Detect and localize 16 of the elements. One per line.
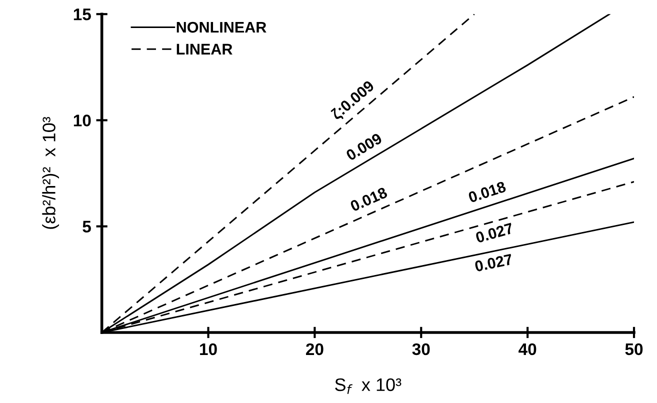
x-tick-label: 40 [518, 343, 536, 356]
x-axis-title: S$_{f}$ x 10³ [335, 378, 402, 394]
y-tick-label: 5 [82, 220, 91, 233]
annotation: 0.027 [475, 222, 514, 244]
x-tick-label: 10 [200, 343, 217, 356]
legend-label: LINEAR [176, 44, 232, 54]
y-axis-title: (εb²/h²)² x 10³ [42, 116, 59, 229]
y-tick-label: 10 [74, 114, 91, 126]
x-tick-label: 50 [625, 343, 643, 356]
annotation: 0.018 [468, 181, 506, 203]
y-tick-label: 15 [74, 8, 91, 20]
annotation: 0.027 [474, 254, 513, 272]
annotation: 0.018 [350, 186, 388, 212]
x-tick-label: 20 [306, 343, 324, 356]
legend-label: NONLINEAR [176, 22, 266, 33]
x-tick-label: 30 [412, 343, 430, 356]
